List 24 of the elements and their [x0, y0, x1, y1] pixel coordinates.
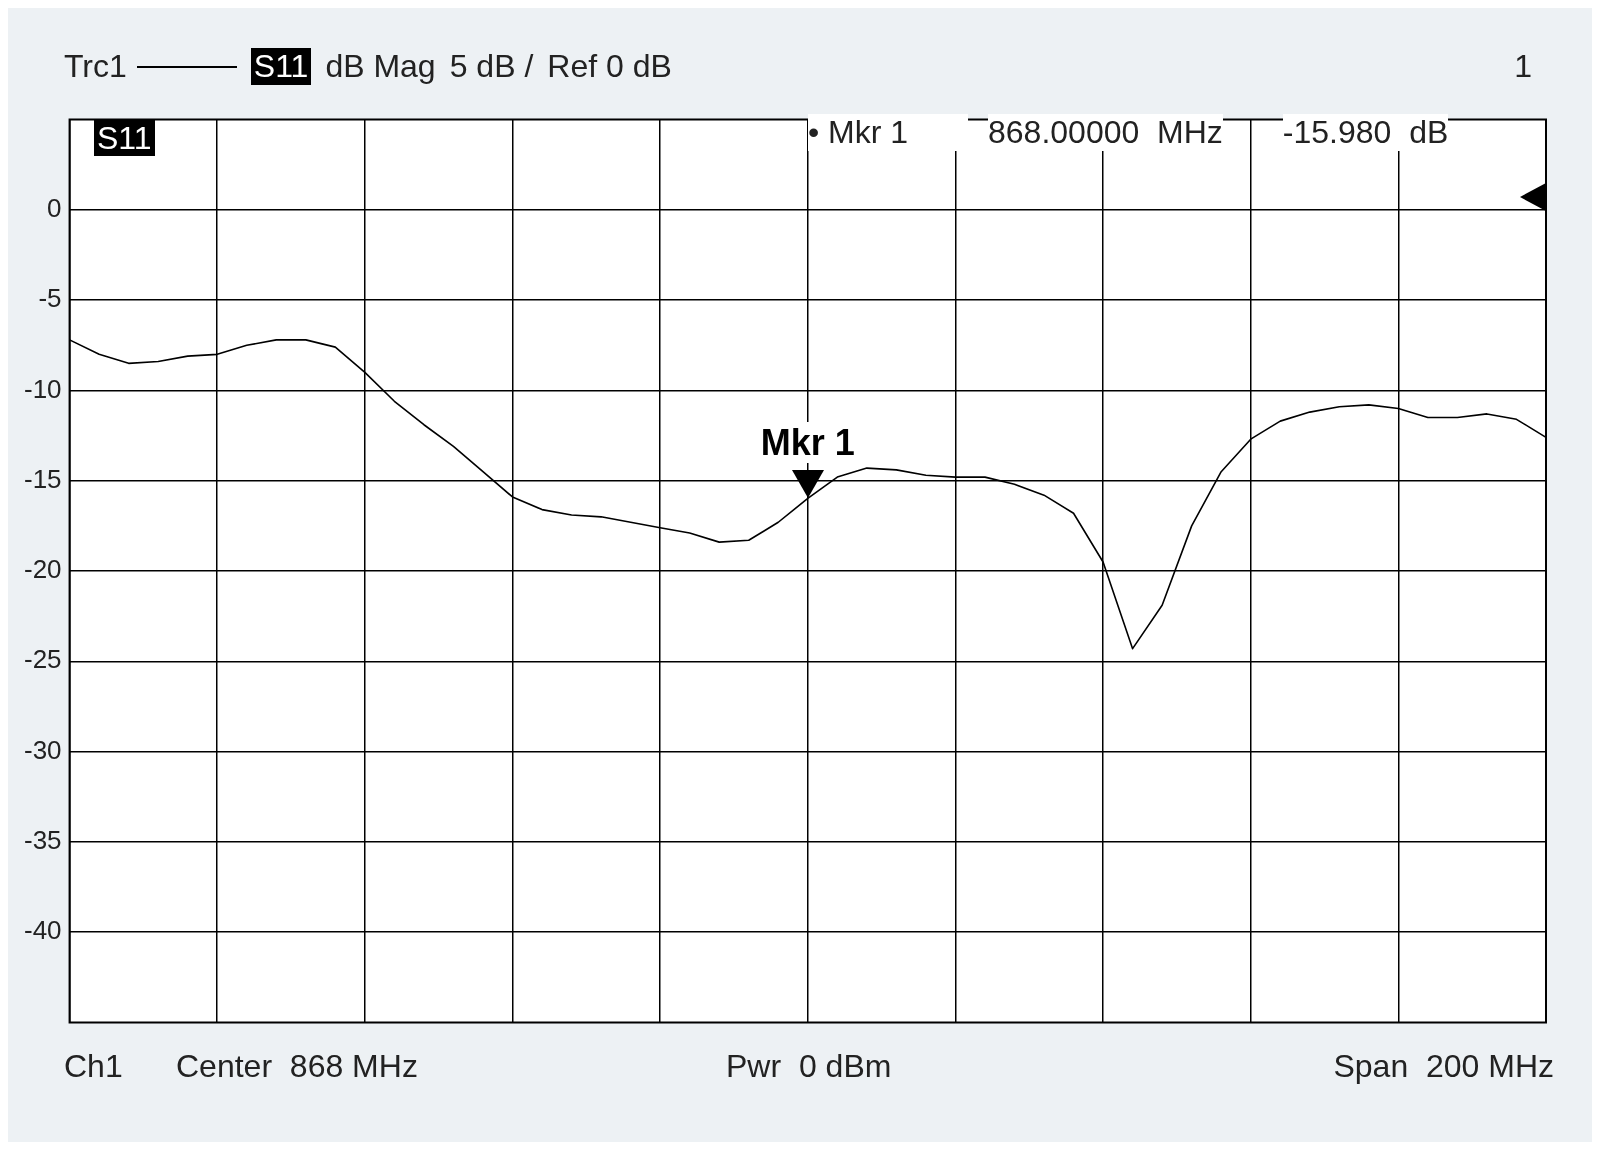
- y-tick-label: -15: [24, 463, 62, 494]
- annotation: Mkr 1: [757, 422, 858, 464]
- y-tick-label: -30: [24, 734, 62, 765]
- legend-label: Trc1: [64, 48, 127, 85]
- text: 1: [1514, 48, 1532, 84]
- text: Pwr 0 dBm: [726, 1048, 892, 1084]
- text: Ch1: [64, 1048, 123, 1084]
- text: 5 dB /: [449, 48, 534, 85]
- y-tick-label: -35: [24, 825, 62, 856]
- y-tick-label: -5: [38, 283, 62, 314]
- text: Ref 0 dB: [547, 48, 672, 85]
- text: S11: [250, 48, 312, 85]
- annotation: -15.980 dB: [1282, 114, 1449, 151]
- annotation: 868.00000 MHz: [988, 114, 1223, 151]
- text: Center 868 MHz: [176, 1048, 418, 1084]
- text: dB Mag: [325, 48, 436, 85]
- y-tick-label: 0: [47, 193, 62, 224]
- text: Span 200 MHz: [1333, 1048, 1554, 1084]
- annotation: S11: [94, 120, 155, 156]
- annotation: • Mkr 1: [808, 114, 968, 151]
- y-tick-label: -20: [24, 554, 62, 585]
- y-tick-label: -10: [24, 373, 62, 404]
- y-tick-label: -25: [24, 644, 62, 675]
- y-tick-label: -40: [24, 915, 62, 946]
